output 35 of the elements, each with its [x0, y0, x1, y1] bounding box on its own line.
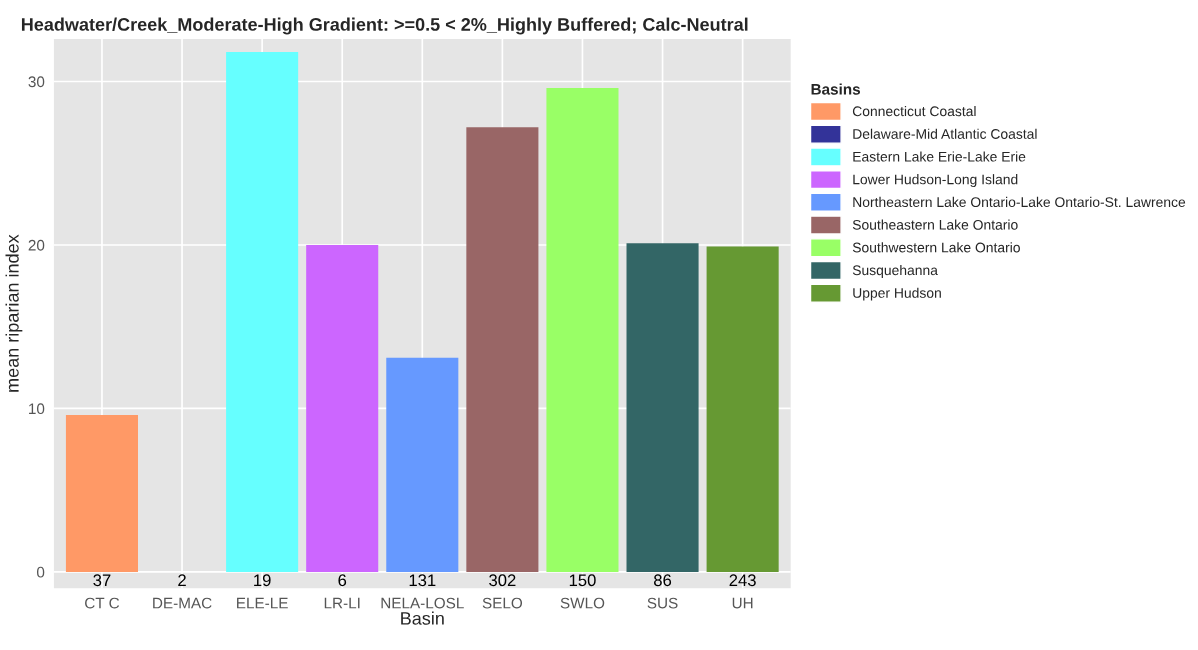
x-tick-label: NELA-LOSL	[381, 597, 464, 609]
legend-label: Southeastern Lake Ontario	[852, 219, 1018, 230]
legend-label: Delaware-Mid Atlantic Coastal	[853, 128, 1037, 139]
x-tick-label: SUS	[647, 597, 678, 609]
annotation: 6	[338, 574, 347, 587]
x-tick-label: SELO	[482, 597, 523, 609]
annotation: 243	[729, 574, 756, 587]
annotation: 302	[489, 574, 516, 587]
x-tick-label: CT C	[85, 597, 120, 609]
y-axis-title: mean riparian index	[5, 234, 23, 392]
legend-title: Basins	[811, 83, 861, 95]
chart-title: Headwater/Creek_Moderate-High Gradient: >=0.5 < 2%_Highly Buffered; Calc-Neutral	[21, 17, 748, 35]
annotation: 131	[409, 574, 436, 587]
x-tick-label: UH	[732, 597, 753, 609]
legend-label: Northeastern Lake Ontario-Lake Ontario-St. Lawrence	[853, 196, 1186, 208]
x-tick-label: ELE-LE	[237, 597, 288, 609]
x-tick-label: LR-LI	[324, 597, 360, 609]
annotation: 2	[178, 574, 186, 586]
y-tick-label: 0	[36, 566, 45, 578]
legend-label: Lower Hudson-Long Island	[853, 174, 1018, 188]
annotation: 86	[654, 574, 672, 587]
annotation: 150	[569, 574, 596, 587]
y-tick-label: 30	[28, 76, 45, 88]
legend-label: Eastern Lake Erie-Lake Erie	[853, 151, 1026, 162]
x-axis-title: Basin	[401, 611, 444, 625]
legend-label: Southwestern Lake Ontario	[852, 242, 1020, 253]
x-tick-label: SWLO	[560, 597, 605, 609]
y-tick-label: 20	[28, 239, 45, 251]
annotation: 37	[93, 574, 111, 587]
legend-label: Susquehanna	[852, 264, 938, 278]
y-tick-label: 10	[29, 403, 45, 415]
legend-label: Connecticut Coastal	[852, 105, 976, 117]
x-tick-label: DE-MAC	[153, 597, 212, 609]
annotation: 19	[254, 574, 271, 587]
legend-label: Upper Hudson	[853, 287, 941, 301]
